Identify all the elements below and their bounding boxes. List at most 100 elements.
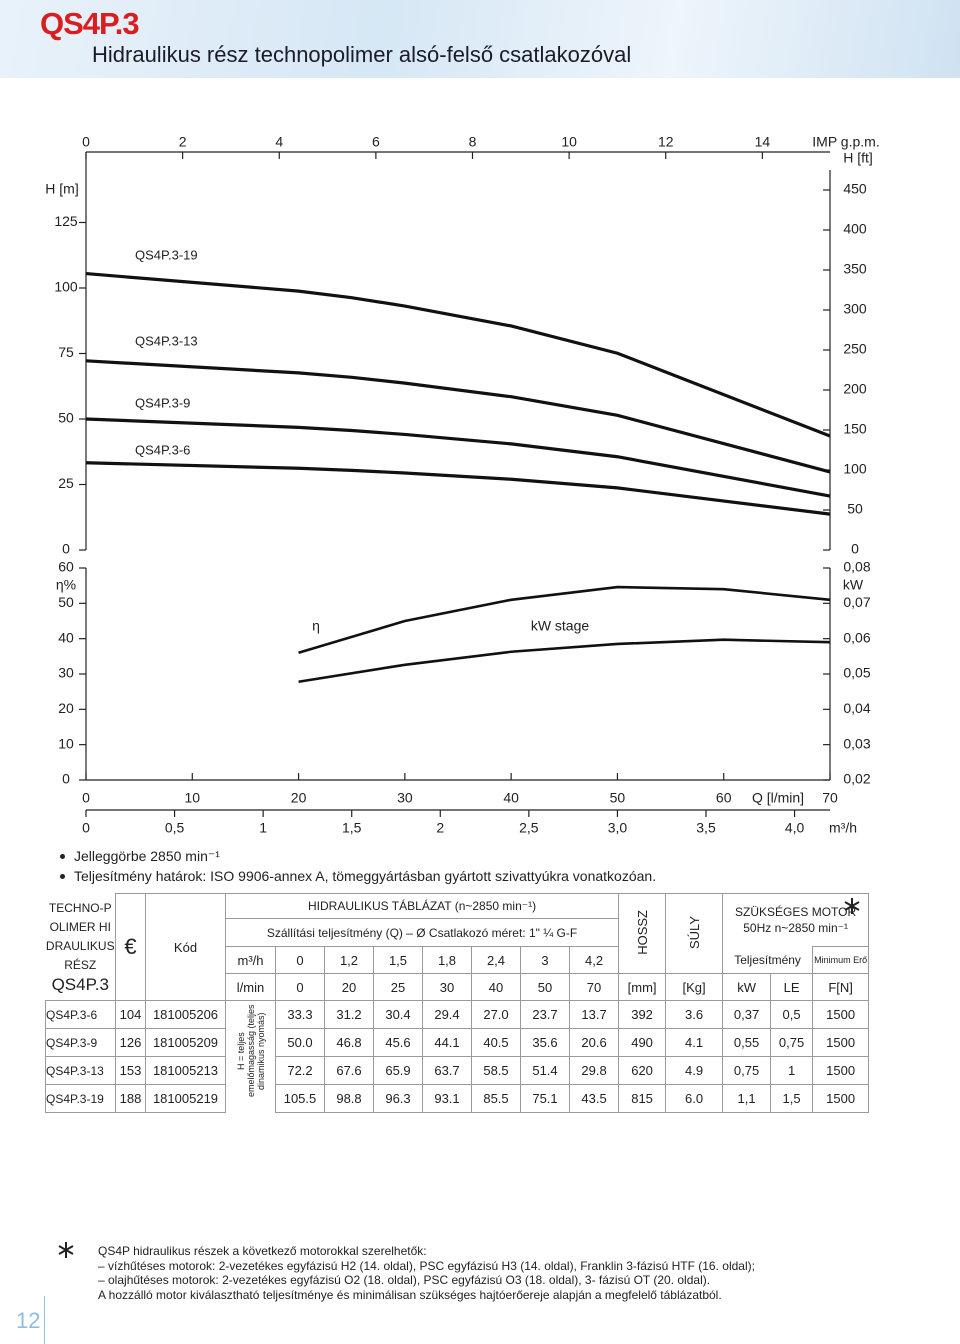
footnote: QS4P hidraulikus részek a következő moto… bbox=[98, 1244, 755, 1302]
footnote-line: QS4P hidraulikus részek a következő moto… bbox=[98, 1244, 427, 1258]
tick-label: 0,03 bbox=[843, 735, 870, 751]
force: 1500 bbox=[812, 1084, 870, 1113]
flow-m3h: 0 bbox=[275, 946, 325, 974]
currency: € bbox=[115, 893, 146, 1001]
tick-label: 150 bbox=[843, 421, 867, 437]
le: 0,75 bbox=[770, 1028, 814, 1057]
head: 35.6 bbox=[520, 1028, 570, 1057]
head: 31.2 bbox=[324, 1000, 374, 1029]
tick-label: 125 bbox=[54, 213, 78, 229]
flow-lmin: 30 bbox=[422, 973, 472, 1001]
tick-label: 8 bbox=[469, 134, 477, 150]
tick-label: 3,0 bbox=[608, 820, 628, 836]
unit: LE bbox=[770, 973, 814, 1001]
brand: TECHNO-POLIMER HIDRAULIKUS RÉSZ bbox=[45, 901, 115, 973]
force: 1500 bbox=[812, 1000, 870, 1029]
axis-label: H [ft] bbox=[843, 150, 873, 166]
head: 75.1 bbox=[520, 1084, 570, 1113]
flow-lmin: 40 bbox=[471, 973, 521, 1001]
head: 98.8 bbox=[324, 1084, 374, 1113]
tick-label: 0,04 bbox=[843, 700, 870, 716]
subtitle: Hidraulikus rész technopolimer alsó-fels… bbox=[92, 42, 632, 67]
tick-label: 30 bbox=[397, 790, 413, 806]
le: 1,5 bbox=[770, 1084, 814, 1113]
pump-curve bbox=[85, 417, 831, 498]
tick-label: 10 bbox=[561, 134, 577, 150]
tick-label: 0 bbox=[82, 790, 90, 806]
tick-label: 200 bbox=[843, 381, 867, 397]
tick-label: 350 bbox=[843, 261, 867, 277]
price: 104 bbox=[115, 1000, 146, 1029]
unit: kW bbox=[722, 973, 772, 1001]
tick-label: 250 bbox=[843, 341, 867, 357]
note: Jelleggörbe 2850 min⁻¹ bbox=[60, 848, 220, 865]
head-note: H = teljes emelőmagasság (teljes dinamik… bbox=[235, 1004, 266, 1098]
tick-label: 4 bbox=[275, 134, 283, 150]
tick-label: 70 bbox=[822, 790, 838, 806]
head: 85.5 bbox=[471, 1084, 521, 1113]
flow-m3h: 1,2 bbox=[324, 946, 374, 974]
axis-label: m³/h bbox=[829, 820, 857, 836]
star-icon bbox=[58, 1242, 74, 1258]
head: 45.6 bbox=[373, 1028, 423, 1057]
code: 181005219 bbox=[145, 1084, 226, 1113]
motor-sub: 50Hz n~2850 min⁻¹ bbox=[743, 921, 848, 935]
head: 63.7 bbox=[422, 1056, 472, 1085]
note-text: Teljesítmény határok: ISO 9906-annex A, … bbox=[74, 868, 657, 884]
tick-label: 0,05 bbox=[843, 665, 870, 681]
head: 40.5 bbox=[471, 1028, 521, 1057]
curve-label: QS4P.3-6 bbox=[135, 442, 190, 457]
force: 1500 bbox=[812, 1056, 870, 1085]
tick-label: 3,5 bbox=[696, 820, 716, 836]
tick-label: 75 bbox=[58, 344, 74, 360]
tick-label: 14 bbox=[755, 134, 771, 150]
code: 181005213 bbox=[145, 1056, 226, 1085]
axis-label: H [m] bbox=[45, 181, 78, 197]
head: 29.8 bbox=[568, 1056, 620, 1085]
flow-m3h: 1,8 bbox=[422, 946, 472, 974]
flow-lmin: 20 bbox=[324, 973, 374, 1001]
title: QS4P.3 bbox=[40, 6, 140, 41]
table: TECHNO-POLIMER HIDRAULIKUS RÉSZ QS4P.3 € … bbox=[45, 893, 870, 1113]
axis-label: kW bbox=[843, 577, 864, 593]
table-row: QS4P.3-6 104 181005206 H = teljes emelőmaga… bbox=[45, 1000, 870, 1097]
length-header-cell: HOSSZ bbox=[618, 893, 667, 974]
head: 30.4 bbox=[373, 1000, 423, 1029]
tick-label: 10 bbox=[58, 735, 74, 751]
tick-label: 1 bbox=[259, 820, 267, 836]
motor-cell: SZÜKSÉGES MOTOR 50Hz n~2850 min⁻¹ bbox=[722, 893, 870, 947]
footnote-line: – olajhűtéses motorok: 2-vezetékes egyfá… bbox=[98, 1273, 711, 1287]
unit: l/min bbox=[225, 973, 276, 1001]
note: Teljesítmény határok: ISO 9906-annex A, … bbox=[60, 868, 656, 884]
table-row: QS4P.3-13 153 181005213 72.2 67.6 65.9 63.7 58.… bbox=[45, 1056, 870, 1085]
head: 33.3 bbox=[275, 1000, 325, 1029]
length: 815 bbox=[618, 1084, 667, 1113]
tick-label: 100 bbox=[54, 279, 78, 295]
flow-lmin: 70 bbox=[568, 973, 620, 1001]
head: 67.6 bbox=[324, 1056, 374, 1085]
tick-label: 40 bbox=[503, 790, 519, 806]
model: QS4P.3-9 bbox=[45, 1028, 116, 1057]
code: 181005209 bbox=[145, 1028, 226, 1057]
length: 620 bbox=[618, 1056, 667, 1085]
tick-label: 60 bbox=[58, 559, 74, 575]
kw: 0,75 bbox=[722, 1056, 772, 1085]
kw: 0,37 bbox=[722, 1000, 772, 1029]
pump-curve bbox=[85, 359, 831, 474]
curve-label: QS4P.3-19 bbox=[135, 247, 198, 262]
tick-label: 0 bbox=[851, 541, 859, 557]
flow-m3h: 3 bbox=[520, 946, 570, 974]
unit: [Kg] bbox=[665, 973, 724, 1001]
tick-label: 2,5 bbox=[519, 820, 539, 836]
curve-label: QS4P.3-9 bbox=[135, 395, 190, 410]
unit: [mm] bbox=[618, 973, 667, 1001]
head: 29.4 bbox=[422, 1000, 472, 1029]
axis-label: Q [l/min] bbox=[752, 790, 804, 806]
curve-label: kW stage bbox=[531, 618, 590, 634]
tick-label: 1,5 bbox=[342, 820, 362, 836]
tick-label: 50 bbox=[58, 410, 74, 426]
flow-lmin: 25 bbox=[373, 973, 423, 1001]
tick-label: 300 bbox=[843, 301, 867, 317]
tick-label: 12 bbox=[658, 134, 674, 150]
weight: 4.9 bbox=[665, 1056, 724, 1085]
